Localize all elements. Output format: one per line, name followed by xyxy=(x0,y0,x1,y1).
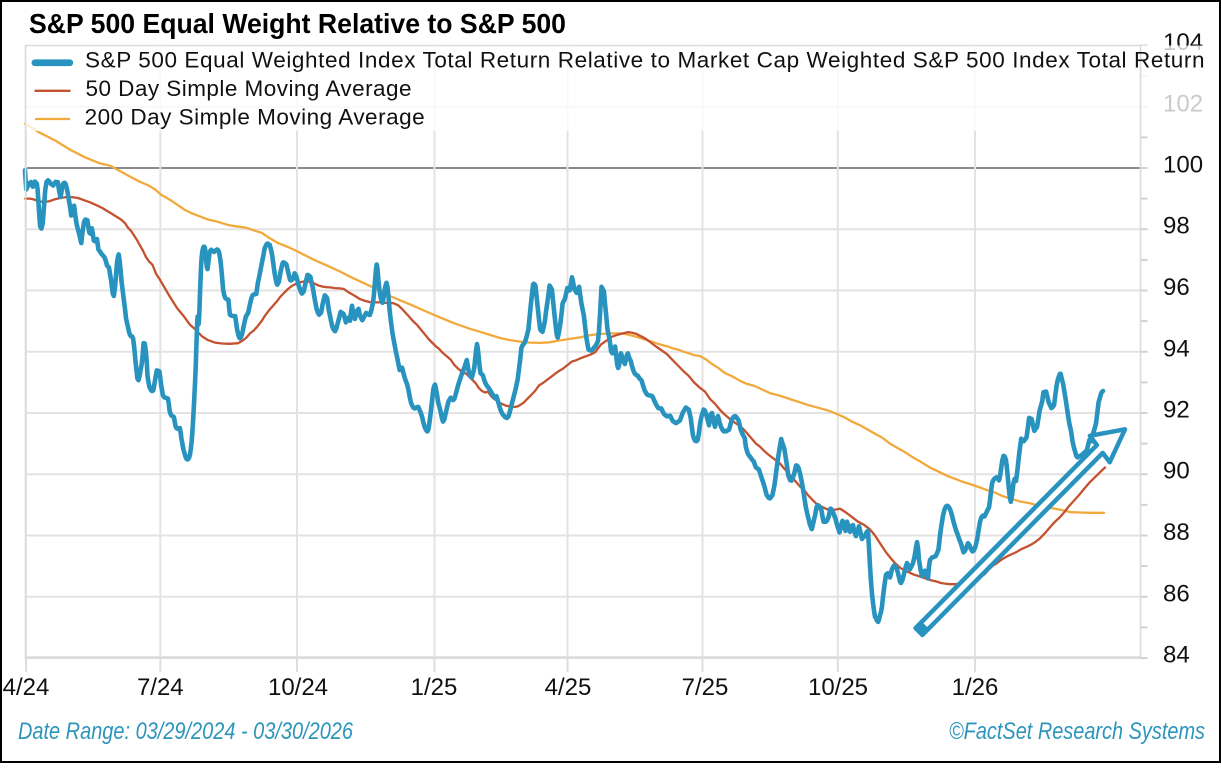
svg-text:88: 88 xyxy=(1163,519,1190,546)
svg-text:Date Range: 03/29/2024 - 03/30: Date Range: 03/29/2024 - 03/30/2026 xyxy=(18,718,354,745)
svg-text:©FactSet Research Systems: ©FactSet Research Systems xyxy=(949,718,1205,745)
svg-text:98: 98 xyxy=(1163,213,1190,240)
svg-text:92: 92 xyxy=(1163,397,1190,424)
svg-text:90: 90 xyxy=(1163,458,1190,485)
svg-text:7/25: 7/25 xyxy=(682,674,729,701)
svg-text:100: 100 xyxy=(1163,152,1203,179)
svg-text:1/25: 1/25 xyxy=(411,674,458,701)
svg-text:4/25: 4/25 xyxy=(545,674,592,701)
svg-text:S&P 500 Equal Weighted Index T: S&P 500 Equal Weighted Index Total Retur… xyxy=(85,47,1205,72)
svg-text:94: 94 xyxy=(1163,335,1190,362)
svg-text:S&P 500 Equal Weight Relative: S&P 500 Equal Weight Relative to S&P 500 xyxy=(29,8,566,39)
svg-text:10/25: 10/25 xyxy=(808,674,868,701)
svg-text:50 Day Simple Moving Average: 50 Day Simple Moving Average xyxy=(86,76,412,101)
svg-text:200 Day Simple Moving Average: 200 Day Simple Moving Average xyxy=(85,104,425,129)
svg-text:1/26: 1/26 xyxy=(952,674,999,701)
svg-text:86: 86 xyxy=(1163,580,1190,607)
svg-text:96: 96 xyxy=(1163,274,1190,301)
svg-text:7/24: 7/24 xyxy=(137,674,184,701)
svg-text:84: 84 xyxy=(1163,642,1190,669)
svg-text:4/24: 4/24 xyxy=(3,674,50,701)
svg-text:10/24: 10/24 xyxy=(268,674,328,701)
